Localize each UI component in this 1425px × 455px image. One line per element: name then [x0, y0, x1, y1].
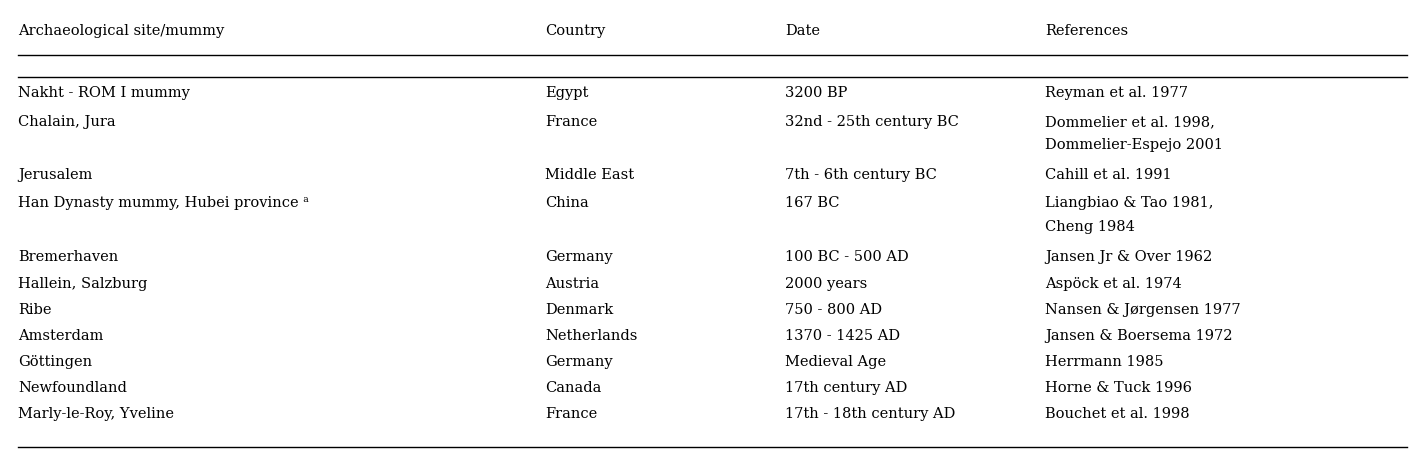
- Text: References: References: [1045, 24, 1129, 38]
- Text: Hallein, Salzburg: Hallein, Salzburg: [19, 277, 147, 291]
- Text: Nansen & Jørgensen 1977: Nansen & Jørgensen 1977: [1045, 303, 1241, 317]
- Text: 17th - 18th century AD: 17th - 18th century AD: [785, 407, 955, 421]
- Text: Archaeological site/mummy: Archaeological site/mummy: [19, 24, 224, 38]
- Text: Denmark: Denmark: [544, 303, 613, 317]
- Text: Jansen Jr & Over 1962: Jansen Jr & Over 1962: [1045, 250, 1213, 264]
- Text: 1370 - 1425 AD: 1370 - 1425 AD: [785, 329, 901, 343]
- Text: 17th century AD: 17th century AD: [785, 381, 908, 395]
- Text: Han Dynasty mummy, Hubei province ᵃ: Han Dynasty mummy, Hubei province ᵃ: [19, 196, 309, 210]
- Text: Cheng 1984: Cheng 1984: [1045, 220, 1134, 234]
- Text: Middle East: Middle East: [544, 168, 634, 182]
- Text: Reyman et al. 1977: Reyman et al. 1977: [1045, 86, 1188, 100]
- Text: Egypt: Egypt: [544, 86, 589, 100]
- Text: France: France: [544, 407, 597, 421]
- Text: Austria: Austria: [544, 277, 598, 291]
- Text: Newfoundland: Newfoundland: [19, 381, 127, 395]
- Text: Medieval Age: Medieval Age: [785, 355, 886, 369]
- Text: 100 BC - 500 AD: 100 BC - 500 AD: [785, 250, 909, 264]
- Text: Amsterdam: Amsterdam: [19, 329, 104, 343]
- Text: Netherlands: Netherlands: [544, 329, 637, 343]
- Text: Liangbiao & Tao 1981,: Liangbiao & Tao 1981,: [1045, 196, 1214, 210]
- Text: Aspöck et al. 1974: Aspöck et al. 1974: [1045, 277, 1181, 291]
- Text: Horne & Tuck 1996: Horne & Tuck 1996: [1045, 381, 1191, 395]
- Text: Nakht - ROM I mummy: Nakht - ROM I mummy: [19, 86, 190, 100]
- Text: 750 - 800 AD: 750 - 800 AD: [785, 303, 882, 317]
- Text: 167 BC: 167 BC: [785, 196, 839, 210]
- Text: France: France: [544, 115, 597, 129]
- Text: Germany: Germany: [544, 355, 613, 369]
- Text: Chalain, Jura: Chalain, Jura: [19, 115, 115, 129]
- Text: Marly-le-Roy, Yveline: Marly-le-Roy, Yveline: [19, 407, 174, 421]
- Text: 2000 years: 2000 years: [785, 277, 868, 291]
- Text: Dommelier-Espejo 2001: Dommelier-Espejo 2001: [1045, 138, 1223, 152]
- Text: Bremerhaven: Bremerhaven: [19, 250, 118, 264]
- Text: Jerusalem: Jerusalem: [19, 168, 93, 182]
- Text: Germany: Germany: [544, 250, 613, 264]
- Text: Bouchet et al. 1998: Bouchet et al. 1998: [1045, 407, 1190, 421]
- Text: Date: Date: [785, 24, 819, 38]
- Text: Jansen & Boersema 1972: Jansen & Boersema 1972: [1045, 329, 1233, 343]
- Text: China: China: [544, 196, 589, 210]
- Text: 32nd - 25th century BC: 32nd - 25th century BC: [785, 115, 959, 129]
- Text: Ribe: Ribe: [19, 303, 51, 317]
- Text: Dommelier et al. 1998,: Dommelier et al. 1998,: [1045, 115, 1216, 129]
- Text: 7th - 6th century BC: 7th - 6th century BC: [785, 168, 936, 182]
- Text: Canada: Canada: [544, 381, 601, 395]
- Text: Country: Country: [544, 24, 606, 38]
- Text: Göttingen: Göttingen: [19, 355, 93, 369]
- Text: 3200 BP: 3200 BP: [785, 86, 848, 100]
- Text: Cahill et al. 1991: Cahill et al. 1991: [1045, 168, 1171, 182]
- Text: Herrmann 1985: Herrmann 1985: [1045, 355, 1163, 369]
